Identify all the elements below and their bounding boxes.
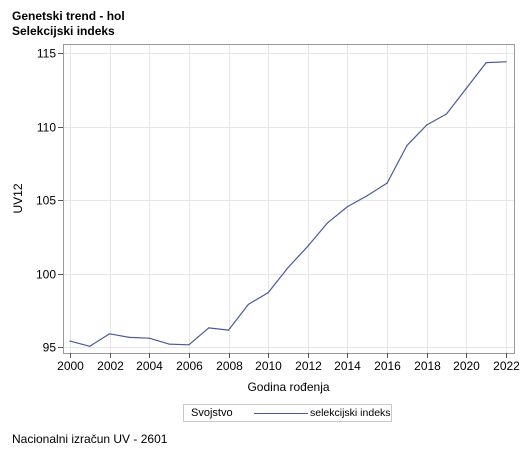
chart-title: Genetski trend - hol (12, 9, 125, 23)
x-axis: 2000 2002 2004 2006 2008 2010 2012 2014 2016 2018… (57, 353, 520, 373)
data-point (426, 124, 428, 126)
data-point (128, 336, 131, 338)
y-tick-label: 110 (37, 121, 56, 135)
data-point (168, 343, 170, 345)
x-tick-label: 2022 (493, 359, 520, 373)
data-point (69, 340, 71, 342)
data-point (346, 206, 349, 208)
legend: Svojstvo selekcijski indeks (183, 404, 392, 422)
data-point (227, 329, 230, 331)
series-layer (69, 61, 507, 347)
x-tick-label: 2002 (97, 359, 124, 373)
footnote: Nacionalni izračun UV - 2601 (12, 432, 168, 446)
data-point (505, 61, 507, 63)
x-tick-label: 2020 (453, 359, 480, 373)
y-tick-label: 115 (37, 47, 56, 61)
y-axis-label: UV12 (11, 183, 25, 213)
data-point (485, 62, 487, 64)
data-point (267, 292, 269, 294)
x-tick-label: 2000 (57, 359, 84, 373)
x-tick-label: 2008 (216, 359, 243, 373)
y-tick-label: 100 (36, 268, 56, 282)
legend-title: Svojstvo (191, 407, 233, 419)
x-tick-label: 2010 (255, 359, 282, 373)
data-point (445, 113, 448, 115)
data-point (465, 87, 467, 89)
legend-line-swatch (254, 413, 308, 414)
data-point (109, 333, 111, 335)
x-axis-label: Godina rođenja (247, 380, 329, 394)
data-point (89, 345, 91, 347)
data-point (247, 303, 249, 305)
data-point (148, 337, 150, 339)
data-point (327, 222, 329, 224)
data-point (307, 245, 309, 247)
data-point (406, 145, 408, 147)
data-point (386, 182, 388, 184)
plot-area (63, 44, 515, 354)
x-tick-label: 2012 (295, 359, 322, 373)
data-point (366, 195, 368, 197)
legend-label: selekcijski indeks (310, 407, 391, 419)
x-tick-label: 2006 (176, 359, 203, 373)
y-tick-label: 95 (43, 341, 57, 355)
chart-subtitle: Selekcijski indeks (12, 24, 115, 38)
data-point (208, 327, 210, 329)
data-point (188, 344, 190, 346)
x-tick-label: 2016 (374, 359, 401, 373)
y-axis: 95 100 105 110 115 (36, 47, 63, 355)
x-tick-label: 2014 (334, 359, 361, 373)
x-tick-label: 2018 (414, 359, 441, 373)
y-tick-label: 105 (36, 194, 56, 208)
grid (63, 44, 514, 353)
x-tick-label: 2004 (136, 359, 163, 373)
data-point (287, 267, 289, 269)
series-line (69, 61, 507, 347)
